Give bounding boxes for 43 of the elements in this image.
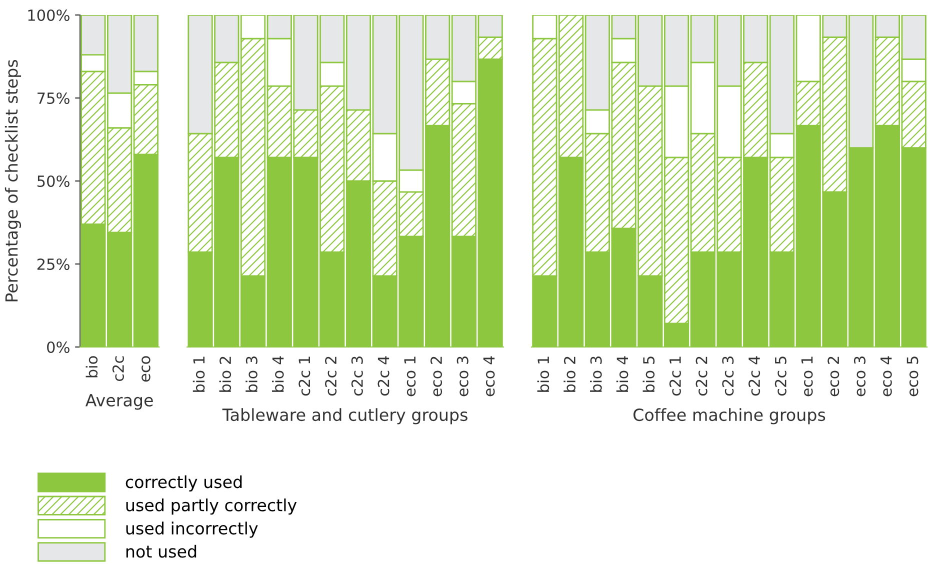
- x-tick-label: bio 4: [616, 356, 628, 392]
- legend-label: used partly correctly: [126, 498, 297, 515]
- x-tick-label: c2c 3: [351, 356, 363, 396]
- x-axis-title: Average: [85, 394, 153, 410]
- x-axis-title: Coffee machine groups: [633, 408, 826, 424]
- y-axis-title: Percentage of checklist steps: [4, 60, 22, 302]
- x-tick-label: bio 1: [537, 356, 550, 392]
- x-tick-label: bio 5: [642, 356, 655, 392]
- y-tick-label: 50%: [38, 175, 70, 188]
- x-tick-label: eco 1: [404, 356, 416, 396]
- x-tick-label: c2c 2: [696, 356, 708, 396]
- x-tick-label: eco 2: [430, 356, 442, 396]
- y-tick-label: 75%: [38, 92, 70, 104]
- x-tick-label: bio 4: [272, 356, 284, 392]
- x-tick-label: c2c 2: [324, 356, 337, 396]
- x-tick-label: eco 2: [828, 356, 840, 396]
- legend-label: not used: [126, 544, 196, 558]
- x-tick-label: eco 4: [880, 356, 892, 396]
- x-tick-label: eco: [142, 356, 150, 382]
- y-tick-label: 100%: [28, 9, 70, 22]
- x-tick-label: eco 3: [854, 356, 866, 396]
- x-tick-label: c2c: [112, 356, 124, 382]
- legend-label: correctly used: [126, 475, 242, 492]
- x-tick-label: bio: [86, 356, 98, 378]
- x-tick-label: eco 1: [801, 356, 813, 396]
- x-tick-label: c2c 1: [298, 356, 310, 396]
- x-tick-label: c2c 3: [722, 356, 734, 396]
- y-tick-label: 0%: [47, 341, 70, 354]
- x-tick-label: bio 3: [590, 356, 602, 392]
- x-tick-label: c2c 4: [748, 356, 760, 396]
- x-tick-label: c2c 4: [378, 356, 390, 396]
- x-tick-label: bio 1: [192, 356, 205, 392]
- x-axis-title: Tableware and cutlery groups: [222, 408, 468, 424]
- x-tick-label: eco 4: [483, 356, 495, 396]
- x-tick-label: bio 2: [564, 356, 576, 392]
- x-tick-label: bio 3: [246, 356, 258, 392]
- x-tick-label: eco 3: [456, 356, 468, 396]
- x-tick-label: bio 2: [219, 356, 232, 392]
- x-tick-label: c2c 1: [669, 356, 681, 396]
- y-tick-label: 25%: [37, 258, 70, 270]
- x-tick-label: c2c 5: [774, 356, 786, 396]
- x-tick-label: eco 5: [906, 356, 918, 396]
- legend-label: used incorrectly: [126, 522, 258, 538]
